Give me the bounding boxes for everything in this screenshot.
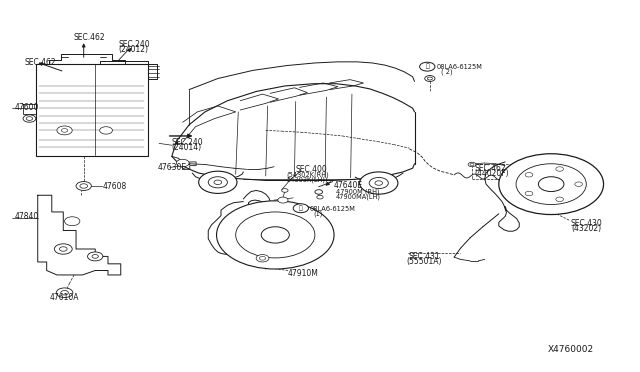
- Circle shape: [236, 212, 315, 258]
- Text: SEC.400: SEC.400: [296, 165, 328, 174]
- Circle shape: [208, 177, 227, 188]
- Text: 47610A: 47610A: [50, 293, 79, 302]
- Circle shape: [76, 182, 92, 190]
- Circle shape: [375, 181, 383, 185]
- Text: SEC.462: SEC.462: [25, 58, 56, 67]
- Text: 47630E: 47630E: [157, 163, 186, 172]
- Circle shape: [259, 256, 266, 260]
- Circle shape: [293, 204, 308, 213]
- Circle shape: [54, 244, 72, 254]
- Text: (24014): (24014): [172, 143, 202, 152]
- Circle shape: [261, 227, 289, 243]
- Circle shape: [61, 129, 68, 132]
- Text: (44020F): (44020F): [474, 169, 509, 178]
- Text: Ⓑ: Ⓑ: [299, 205, 303, 211]
- Circle shape: [525, 191, 532, 196]
- Circle shape: [470, 163, 474, 166]
- Text: SEC.240: SEC.240: [172, 138, 204, 147]
- Circle shape: [282, 189, 288, 192]
- Circle shape: [216, 201, 334, 269]
- Circle shape: [538, 177, 564, 192]
- Bar: [36, 64, 148, 156]
- Circle shape: [278, 197, 288, 203]
- Text: SEC.240: SEC.240: [119, 40, 150, 49]
- Text: 47900MA(LH): 47900MA(LH): [336, 193, 381, 200]
- Text: ( 2): ( 2): [442, 68, 453, 75]
- Text: 08LA6-6125M: 08LA6-6125M: [310, 206, 356, 212]
- Circle shape: [468, 162, 476, 167]
- Text: (43202): (43202): [572, 224, 602, 233]
- Circle shape: [80, 184, 88, 188]
- Circle shape: [256, 254, 269, 262]
- Text: 54303K(LH)): 54303K(LH)): [287, 176, 328, 183]
- Text: 47640E: 47640E: [334, 181, 363, 190]
- Text: (1): (1): [314, 211, 323, 217]
- Circle shape: [315, 190, 323, 194]
- Circle shape: [556, 197, 563, 202]
- Text: Ⓑ: Ⓑ: [426, 64, 429, 70]
- Text: 47600: 47600: [15, 103, 39, 112]
- Circle shape: [176, 159, 189, 167]
- Text: SEC.430: SEC.430: [570, 219, 602, 228]
- Circle shape: [61, 291, 68, 295]
- Circle shape: [214, 180, 221, 185]
- Text: (24012): (24012): [119, 45, 149, 54]
- Text: 47910M: 47910M: [288, 269, 319, 278]
- Circle shape: [65, 217, 80, 226]
- Circle shape: [23, 115, 36, 122]
- Circle shape: [88, 252, 103, 261]
- Circle shape: [60, 247, 67, 251]
- Circle shape: [499, 154, 604, 215]
- Text: SEC.431: SEC.431: [408, 252, 440, 261]
- Circle shape: [425, 76, 435, 81]
- Text: 08LA6-6125M: 08LA6-6125M: [436, 64, 482, 70]
- Circle shape: [198, 171, 237, 193]
- Circle shape: [100, 127, 113, 134]
- Circle shape: [420, 62, 435, 71]
- Circle shape: [360, 172, 398, 194]
- Circle shape: [369, 177, 388, 189]
- Text: SEC.462: SEC.462: [474, 164, 506, 173]
- Text: SEC.462: SEC.462: [73, 33, 104, 42]
- Text: 47900M (RH): 47900M (RH): [336, 189, 380, 195]
- Circle shape: [556, 167, 563, 171]
- Circle shape: [525, 173, 532, 177]
- Circle shape: [26, 117, 33, 121]
- Text: (54302K(RH): (54302K(RH): [287, 171, 330, 178]
- Circle shape: [428, 77, 433, 80]
- Circle shape: [92, 254, 99, 258]
- Circle shape: [317, 195, 323, 199]
- Text: X4760002: X4760002: [548, 344, 594, 353]
- Circle shape: [516, 164, 586, 205]
- Circle shape: [57, 126, 72, 135]
- Circle shape: [56, 288, 73, 298]
- Text: (55501A): (55501A): [407, 257, 442, 266]
- Text: 47840: 47840: [15, 212, 39, 221]
- Text: 47608: 47608: [103, 182, 127, 190]
- Circle shape: [575, 182, 582, 186]
